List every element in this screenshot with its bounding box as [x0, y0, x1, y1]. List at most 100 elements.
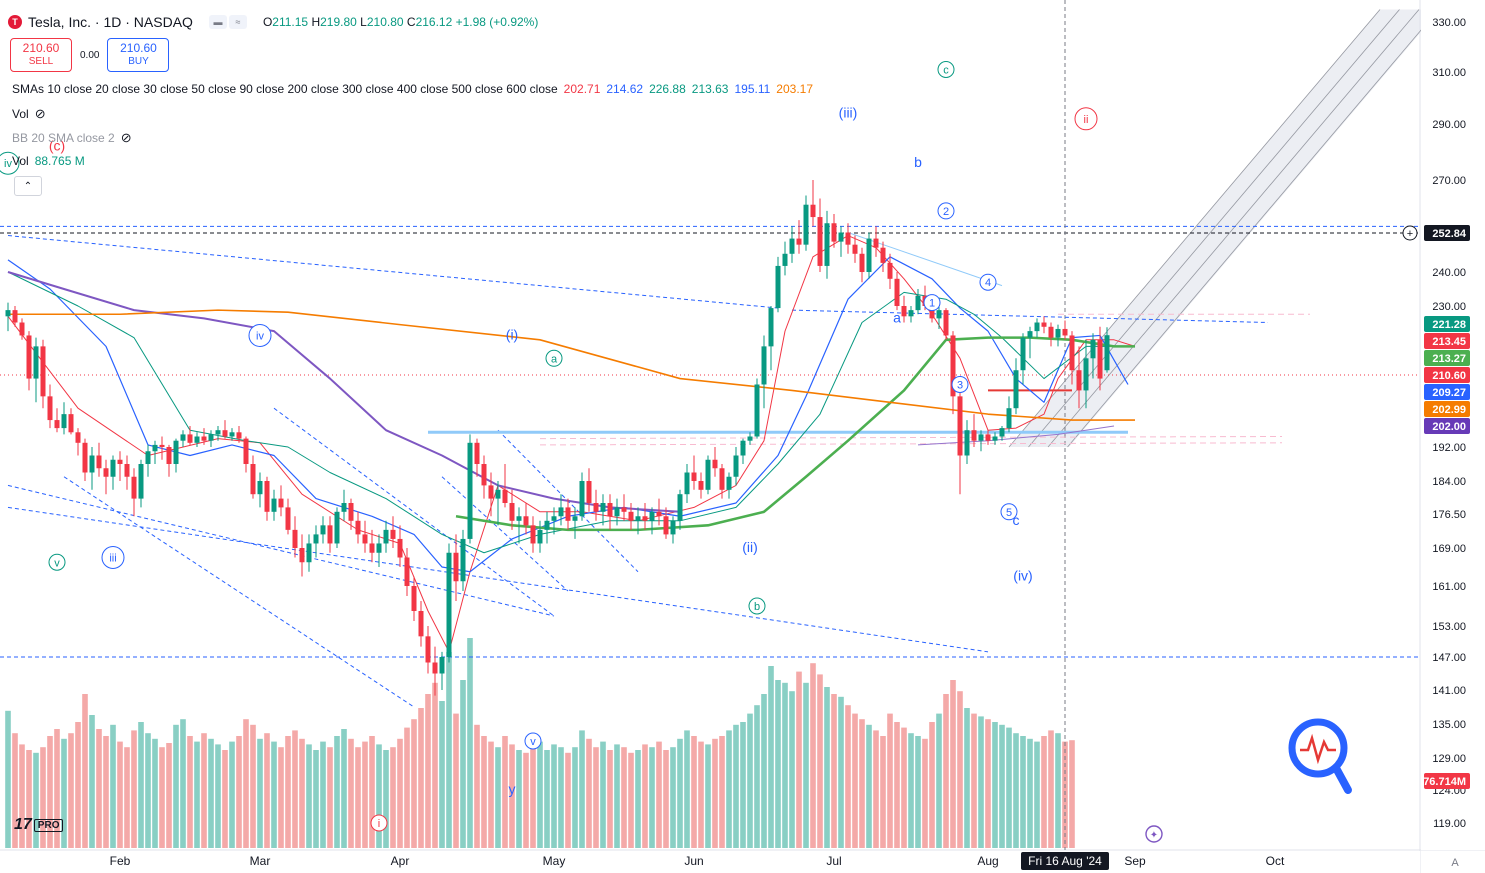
volume-bar — [75, 722, 81, 848]
volume-bar — [285, 736, 291, 848]
volume-bar — [978, 716, 984, 848]
price-badge-label: 210.60 — [1432, 370, 1466, 382]
volume-bar — [964, 708, 970, 848]
candle-body — [677, 494, 683, 521]
price-badge — [1424, 333, 1470, 349]
candle-body — [82, 442, 88, 473]
candle-body — [985, 434, 991, 441]
candle-body — [110, 459, 116, 477]
candle-body — [551, 516, 557, 521]
volume-bar — [152, 738, 158, 848]
symbol-header: T Tesla, Inc. · 1D · NASDAQ ▬ ≈ O211.15 … — [8, 14, 538, 30]
candle-body — [908, 310, 914, 317]
volume-bar — [866, 724, 872, 848]
sma-legend[interactable]: SMAs 10 close 20 close 30 close 50 close… — [12, 82, 813, 96]
candle-body — [432, 662, 438, 674]
volume-bar — [502, 736, 508, 848]
wave-label: v — [524, 732, 542, 750]
volume-bar — [873, 730, 879, 848]
candle-body — [19, 322, 25, 336]
ohlc-key: O — [262, 15, 273, 29]
volume-bar — [649, 747, 655, 848]
trend-line — [791, 309, 1269, 324]
eye-off-icon[interactable]: ⊘ — [120, 130, 132, 145]
channel-line — [1047, 9, 1420, 448]
candle-body — [159, 444, 165, 447]
candle-body — [880, 247, 886, 263]
candle-body — [453, 552, 459, 582]
volume-bar — [691, 736, 697, 848]
vol-legend[interactable]: Vol 88.765 M — [12, 154, 85, 168]
pulse-line — [1300, 733, 1336, 765]
candle-body — [180, 434, 186, 441]
candle-body — [145, 451, 151, 464]
time-tick-label: May — [543, 854, 566, 868]
volume-bar — [1069, 740, 1075, 848]
candle-body — [117, 459, 123, 464]
candle-body — [586, 481, 592, 503]
candle-body — [215, 430, 221, 435]
volume-bar — [985, 719, 991, 848]
volume-bar — [460, 680, 466, 848]
sell-button[interactable]: 210.60 SELL — [10, 38, 72, 72]
volume-bar — [894, 722, 900, 848]
trend-line — [7, 235, 779, 309]
volume-bar — [586, 738, 592, 848]
wave-label-circle — [937, 202, 955, 220]
wave-label-circle — [370, 814, 388, 832]
volume-bar — [880, 736, 886, 848]
wave-icon[interactable]: ≈ — [228, 15, 247, 29]
bb-legend[interactable]: BB 20 SMA close 2 ⊘ — [12, 130, 132, 146]
candle-body — [54, 420, 60, 429]
volume-bar — [544, 750, 550, 848]
tradingview-logo[interactable]: 17 PRO — [14, 816, 64, 834]
volume-bar — [201, 733, 207, 848]
price-tick-label: 270.00 — [1432, 175, 1466, 187]
fib-channel — [1008, 9, 1440, 448]
vol-hidden-legend[interactable]: Vol ⊘ — [12, 106, 46, 122]
wave-label-text: b — [754, 601, 760, 613]
spread-value: 0.00 — [80, 49, 100, 61]
candle-body — [166, 447, 172, 464]
volume-bar — [635, 750, 641, 848]
time-tick-label: Jul — [826, 854, 841, 868]
wave-label: 3 — [951, 375, 969, 393]
candle-body — [572, 516, 578, 521]
volume-layer — [5, 638, 1075, 848]
ohlc-values: O211.15 H219.80 L210.80 C216.12 +1.98 (+… — [263, 15, 538, 29]
candle-body — [12, 310, 18, 323]
sma-legend-label: SMAs 10 close 20 close 30 close 50 close… — [12, 82, 558, 96]
price-badge-label: 213.27 — [1432, 353, 1466, 365]
price-badge-label: 76.714M — [1423, 776, 1466, 788]
candle-body — [187, 434, 193, 443]
crosshair-date-label: Fri 16 Aug '24 — [1028, 854, 1102, 868]
symbol-title[interactable]: Tesla, Inc. · 1D · NASDAQ — [28, 14, 193, 30]
trend-line — [441, 476, 569, 592]
candle-body — [712, 459, 718, 469]
volume-bar — [908, 733, 914, 848]
wave-label-text: (iv) — [1013, 568, 1032, 584]
plus-icon: + — [1407, 228, 1413, 240]
volume-bar — [173, 724, 179, 848]
sma-legend-values: 202.71 214.62 226.88 213.63 195.11 203.17 — [564, 82, 813, 96]
buy-button[interactable]: 210.60 BUY — [107, 38, 170, 72]
wave-label-text: 2 — [943, 206, 949, 218]
price-tick-label: 153.00 — [1432, 621, 1466, 633]
eye-off-icon[interactable]: ⊘ — [34, 106, 46, 121]
sma-value: 226.88 — [649, 82, 686, 96]
volume-bar — [768, 666, 774, 848]
price-tick-label: 161.00 — [1432, 581, 1466, 593]
volume-bar — [89, 715, 95, 848]
minus-icon[interactable]: ▬ — [208, 15, 227, 29]
collapse-legend-button[interactable]: ⌃ — [14, 176, 42, 196]
candle-body — [306, 543, 312, 563]
volume-bar — [299, 738, 305, 848]
volume-bar — [488, 741, 494, 848]
candle-body — [663, 516, 669, 535]
volume-bar — [957, 691, 963, 848]
ohlc-key: L — [360, 15, 367, 29]
trend-line — [539, 442, 1283, 446]
candle-body — [257, 481, 263, 495]
